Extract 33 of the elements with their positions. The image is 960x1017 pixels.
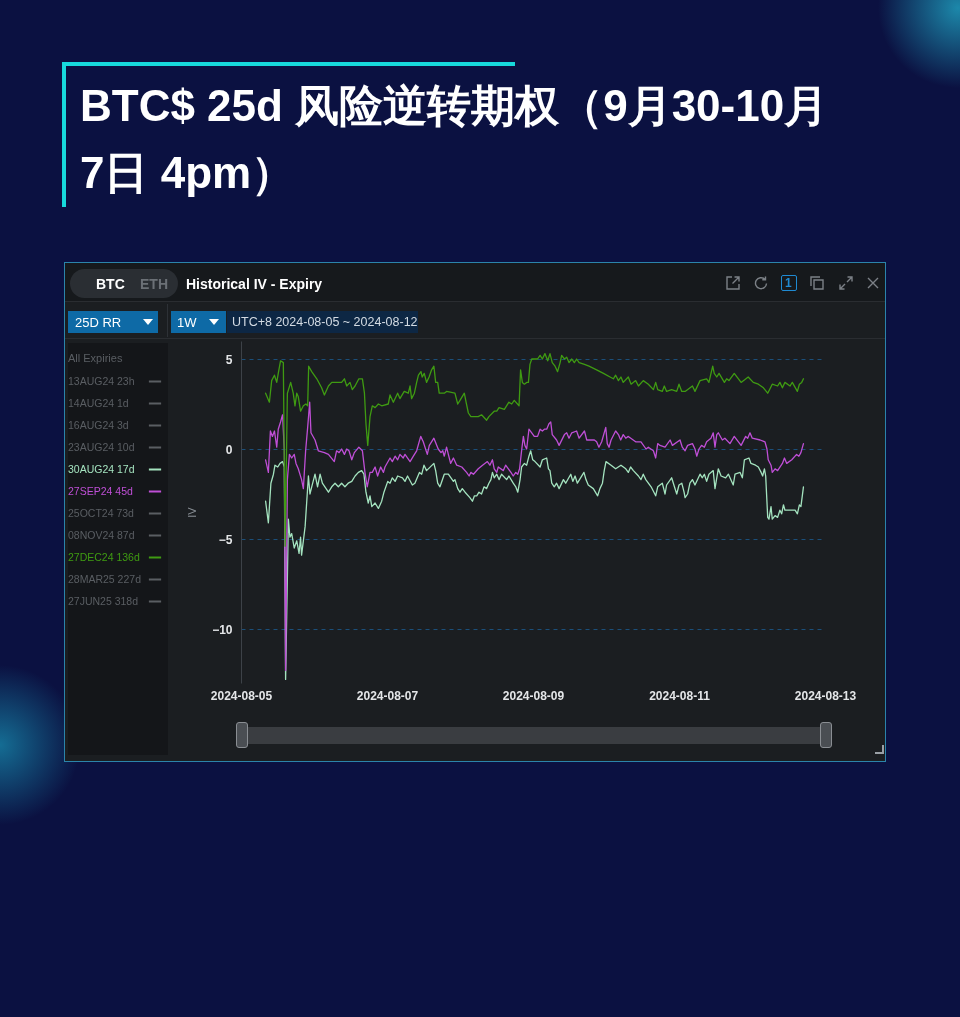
legend-label: 08NOV24 87d	[68, 528, 135, 541]
legend-label: 14AUG24 1d	[68, 396, 129, 409]
line-series	[264, 352, 805, 547]
text: 1W	[177, 315, 197, 330]
y-tick-label: −10	[212, 622, 233, 637]
y-tick-label: 0	[225, 442, 233, 457]
line-series	[264, 401, 805, 672]
x-tick-label: 2024-08-13	[794, 688, 857, 703]
legend-label: 27DEC24 136d	[68, 550, 140, 563]
text: UTC+8 2024-08-05 ~ 2024-08-12	[232, 315, 418, 329]
legend-label: 28MAR25 227d	[68, 572, 142, 585]
y-tick-label: 5	[225, 352, 233, 367]
text: BTC	[96, 276, 125, 292]
legend-title: All Expiries	[68, 352, 123, 364]
legend-label: 23AUG24 10d	[68, 440, 135, 453]
legend-label: 16AUG24 3d	[68, 418, 129, 431]
x-tick-label: 2024-08-07	[356, 688, 419, 703]
text: 1	[785, 276, 792, 290]
x-tick-label: 2024-08-11	[649, 688, 711, 703]
legend-label: 30AUG24 17d	[68, 462, 135, 475]
legend-label: 27JUN25 318d	[68, 594, 139, 607]
line-series	[264, 450, 805, 681]
legend-label: 27SEP24 45d	[68, 484, 133, 497]
legend-label: 13AUG24 23h	[68, 374, 135, 387]
x-tick-label: 2024-08-09	[502, 688, 565, 703]
chart-subtitle: Historical IV - Expiry	[186, 276, 323, 292]
legend-label: 25OCT24 73d	[68, 506, 135, 519]
chart-title: BTC$ 25d 风险逆转期权（9月30-10月7日 4pm）	[80, 80, 830, 199]
y-axis-title: IV	[186, 506, 199, 518]
y-tick-label: −5	[218, 532, 233, 547]
x-tick-label: 2024-08-05	[210, 688, 273, 703]
text: 25D RR	[75, 315, 122, 330]
text: ETH	[140, 276, 168, 292]
